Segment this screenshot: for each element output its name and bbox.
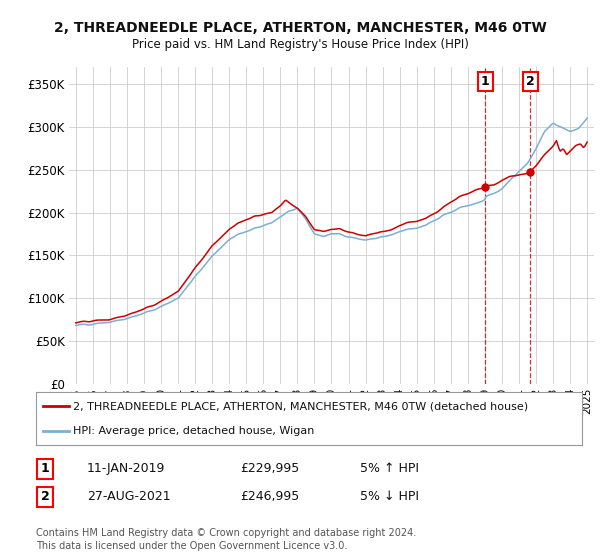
Text: Price paid vs. HM Land Registry's House Price Index (HPI): Price paid vs. HM Land Registry's House … bbox=[131, 38, 469, 50]
Text: 1: 1 bbox=[481, 75, 490, 88]
Text: 11-JAN-2019: 11-JAN-2019 bbox=[87, 462, 166, 475]
Text: 2: 2 bbox=[41, 490, 49, 503]
Text: £246,995: £246,995 bbox=[240, 490, 299, 503]
Text: 1: 1 bbox=[41, 462, 49, 475]
Text: 5% ↓ HPI: 5% ↓ HPI bbox=[360, 490, 419, 503]
Text: HPI: Average price, detached house, Wigan: HPI: Average price, detached house, Wiga… bbox=[73, 426, 314, 436]
Text: 2, THREADNEEDLE PLACE, ATHERTON, MANCHESTER, M46 0TW: 2, THREADNEEDLE PLACE, ATHERTON, MANCHES… bbox=[53, 21, 547, 35]
Text: 2, THREADNEEDLE PLACE, ATHERTON, MANCHESTER, M46 0TW (detached house): 2, THREADNEEDLE PLACE, ATHERTON, MANCHES… bbox=[73, 402, 528, 412]
Text: 27-AUG-2021: 27-AUG-2021 bbox=[87, 490, 170, 503]
Text: 2: 2 bbox=[526, 75, 535, 88]
Text: Contains HM Land Registry data © Crown copyright and database right 2024.
This d: Contains HM Land Registry data © Crown c… bbox=[36, 528, 416, 550]
Text: 5% ↑ HPI: 5% ↑ HPI bbox=[360, 462, 419, 475]
Text: £229,995: £229,995 bbox=[240, 462, 299, 475]
